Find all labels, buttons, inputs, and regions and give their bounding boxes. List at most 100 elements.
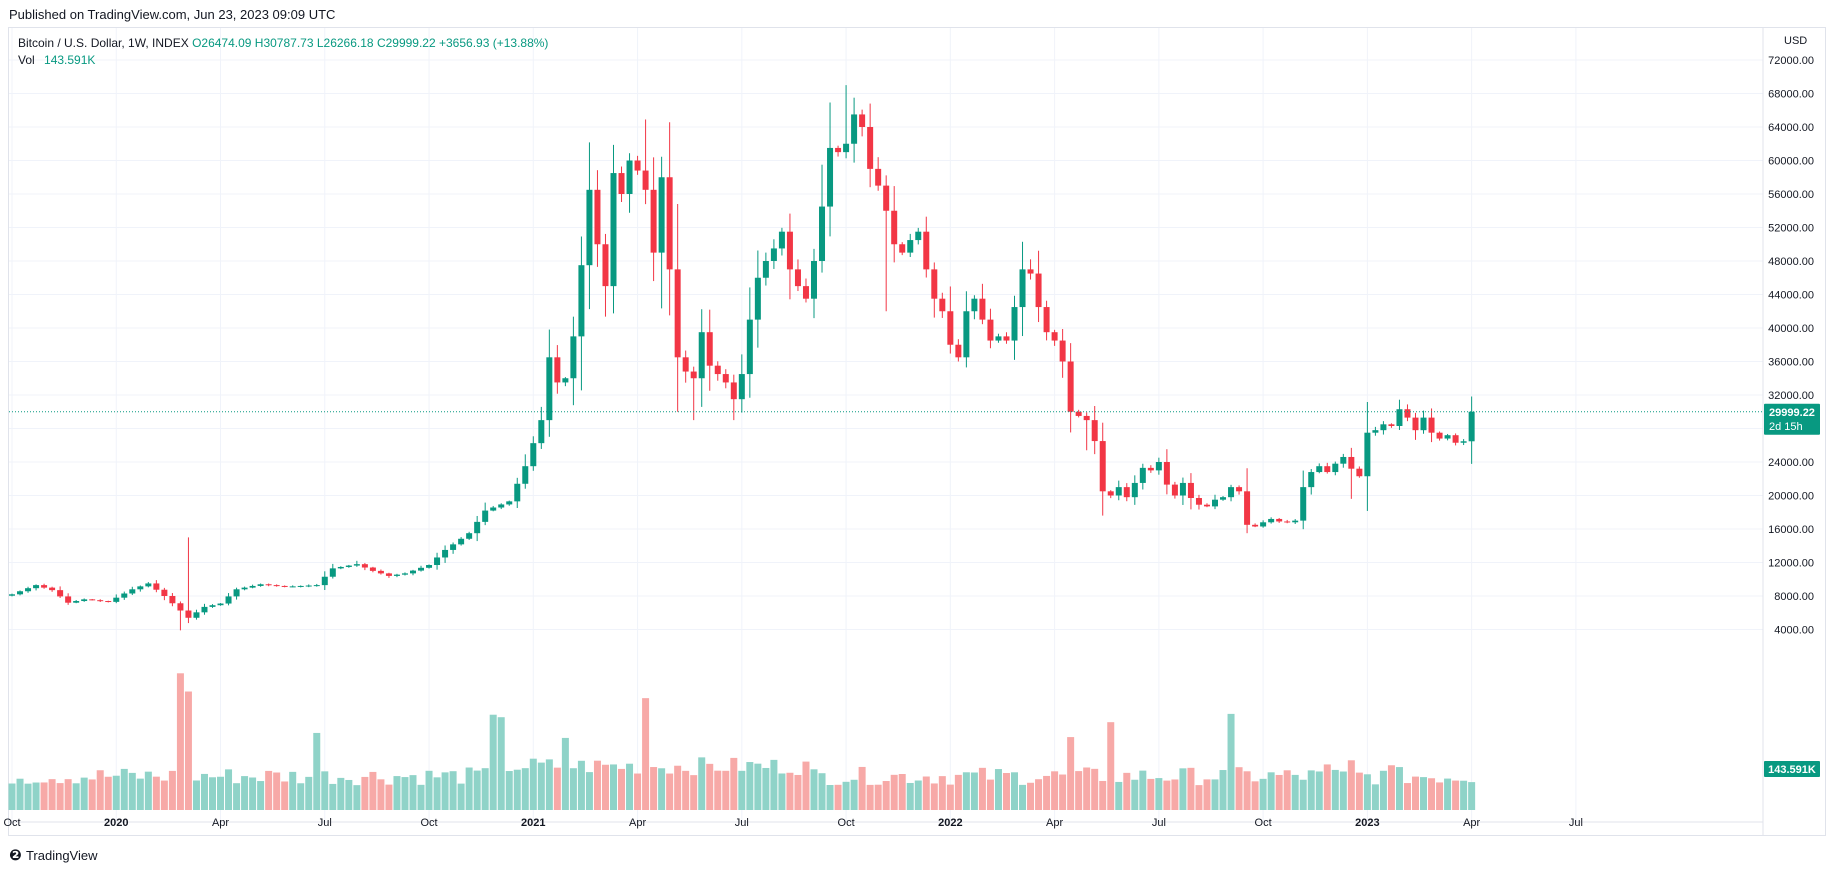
volume-bar: [1099, 780, 1107, 810]
volume-bar: [994, 769, 1002, 810]
volume-bar: [1267, 772, 1275, 810]
candle-body: [321, 576, 328, 586]
x-tick-label: Apr: [212, 817, 229, 829]
candle-body: [1260, 522, 1267, 527]
candle-body: [658, 177, 665, 253]
candle-body: [995, 336, 1002, 341]
x-tick-label: Jul: [1152, 817, 1166, 829]
candle-body: [586, 189, 593, 266]
volume-bar: [1091, 768, 1099, 810]
volume-bar: [978, 767, 986, 810]
candle-body: [1155, 462, 1162, 471]
volume-bar: [1395, 767, 1403, 810]
y-tick-label: 8000.00: [1774, 591, 1814, 603]
volume-bar: [1107, 722, 1115, 810]
volume-bar: [986, 779, 994, 810]
volume-bar: [473, 770, 481, 810]
volume-bar: [922, 776, 930, 810]
volume-bar: [1283, 770, 1291, 810]
candle-body: [770, 248, 777, 261]
candle-body: [1236, 487, 1243, 492]
candle-body: [987, 319, 994, 341]
candle-body: [867, 127, 874, 169]
candle-body: [474, 521, 481, 534]
volume-bar: [433, 777, 441, 810]
price-badge-countdown: 2d 15h: [1769, 421, 1803, 433]
candle-body: [1380, 424, 1387, 431]
volume-bar: [706, 763, 714, 810]
volume-bar: [1131, 779, 1139, 810]
volume-bar: [1211, 779, 1219, 810]
volume-bar: [762, 767, 770, 810]
candle-body: [875, 168, 882, 186]
volume-bar: [225, 769, 233, 810]
candle-body: [361, 564, 368, 568]
volume-badge: [1764, 761, 1820, 777]
volume-bar: [297, 783, 305, 810]
candle-body: [1276, 518, 1283, 522]
volume-bar: [1171, 779, 1179, 810]
y-tick-label: 52000.00: [1768, 223, 1814, 235]
volume-bar: [64, 779, 72, 810]
candle-body: [562, 378, 569, 383]
volume-bar: [249, 777, 257, 810]
candle-body: [1203, 504, 1210, 507]
volume-bar: [1059, 774, 1067, 810]
x-tick-label: Apr: [629, 817, 646, 829]
volume-bar: [778, 773, 786, 810]
candle-body: [1324, 466, 1331, 473]
volume-bar: [938, 776, 946, 810]
candle-body: [1083, 415, 1090, 421]
volume-bar: [353, 785, 361, 810]
candle-body: [899, 244, 906, 253]
volume-bar: [618, 768, 626, 810]
volume-bar: [48, 779, 56, 810]
candle-body: [1372, 430, 1379, 433]
volume-bar: [658, 768, 666, 810]
volume-bar: [1323, 764, 1331, 810]
candle-body: [1388, 424, 1395, 426]
volume-bar: [786, 772, 794, 810]
volume-bar: [1155, 778, 1163, 810]
volume-bar: [1436, 782, 1444, 810]
candle-body: [297, 585, 304, 587]
volume-bar: [1163, 780, 1171, 810]
candle-body: [754, 277, 761, 320]
volume-bar: [1468, 782, 1476, 810]
volume-bar: [233, 783, 241, 810]
tradingview-branding[interactable]: ❷ TradingView: [9, 846, 98, 864]
volume-bar: [585, 772, 593, 810]
volume-bar: [1428, 778, 1436, 810]
volume-bar: [184, 691, 192, 810]
x-tick-label: 2022: [938, 817, 962, 829]
candle-body: [466, 533, 473, 539]
candle-body: [9, 594, 15, 596]
volume-bar: [465, 767, 473, 810]
y-tick-label: 44000.00: [1768, 290, 1814, 302]
candle-body: [594, 189, 601, 245]
candle-body: [1051, 332, 1058, 341]
volume-bar: [682, 770, 690, 810]
y-tick-label: 40000.00: [1768, 323, 1814, 335]
volume-bar: [569, 768, 577, 810]
volume-bar: [192, 780, 200, 810]
candle-body: [41, 585, 48, 588]
candle-body: [819, 206, 826, 261]
candle-body: [498, 504, 505, 508]
tradingview-logo-icon: ❷: [9, 847, 22, 864]
volume-bar: [1147, 778, 1155, 810]
candle-body: [450, 544, 457, 550]
candle-body: [1468, 411, 1475, 442]
candle-body: [1067, 361, 1074, 412]
candle-body: [1027, 269, 1034, 274]
legend-close: C29999.22: [376, 36, 436, 50]
volume-bar: [160, 780, 168, 810]
volume-bar: [601, 764, 609, 810]
candle-body: [490, 507, 497, 511]
candle-body: [482, 510, 489, 522]
volume-bar: [738, 770, 746, 810]
volume-bar: [385, 784, 393, 810]
candle-body: [73, 601, 80, 603]
volume-bar: [1355, 772, 1363, 810]
